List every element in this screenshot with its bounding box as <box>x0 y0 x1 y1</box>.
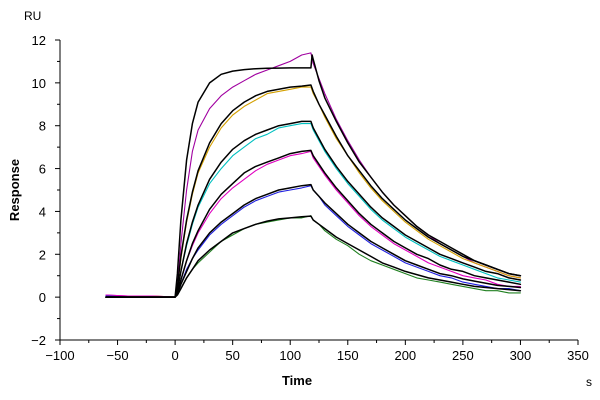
measured-curve-2 <box>105 86 521 298</box>
axes <box>59 40 578 341</box>
fit-curve-8 <box>105 84 522 298</box>
x-axis-title: Time <box>282 373 312 388</box>
x-tick-label: 350 <box>567 348 589 363</box>
x-tick-label: −100 <box>45 348 74 363</box>
y-tick-label: 6 <box>39 162 46 177</box>
tick-marks: −100 −50 0 50 100 150 200 250 300 350 −2 0 2 4 6 8 10 12 <box>31 33 589 363</box>
y-tick-label: 8 <box>39 119 46 134</box>
measured-curve-5 <box>105 185 521 298</box>
measured-curve-4 <box>105 150 521 298</box>
fit-curve-11 <box>105 183 522 298</box>
y-tick-label: 0 <box>39 290 46 305</box>
x-tick-label: 100 <box>279 348 301 363</box>
fit-curve-12 <box>105 215 522 298</box>
y-tick-label: 4 <box>39 204 46 219</box>
y-tick-label: 12 <box>32 33 46 48</box>
y-tick-label: 2 <box>39 247 46 262</box>
x-tick-label: 150 <box>337 348 359 363</box>
x-tick-label: 250 <box>452 348 474 363</box>
x-tick-label: 0 <box>171 348 178 363</box>
series-lines <box>105 52 522 298</box>
fit-curve-10 <box>105 149 522 298</box>
y-axis-title: Response <box>7 159 22 221</box>
y-unit-label: RU <box>24 9 41 23</box>
fit-curve-7 <box>105 54 522 298</box>
fit-curve-9 <box>105 120 522 298</box>
x-unit-label: s <box>586 375 592 389</box>
x-tick-label: −50 <box>107 348 129 363</box>
y-tick-label: 10 <box>32 76 46 91</box>
x-tick-label: 50 <box>225 348 239 363</box>
x-tick-label: 200 <box>394 348 416 363</box>
y-tick-label: −2 <box>31 333 46 348</box>
x-tick-label: 300 <box>510 348 532 363</box>
